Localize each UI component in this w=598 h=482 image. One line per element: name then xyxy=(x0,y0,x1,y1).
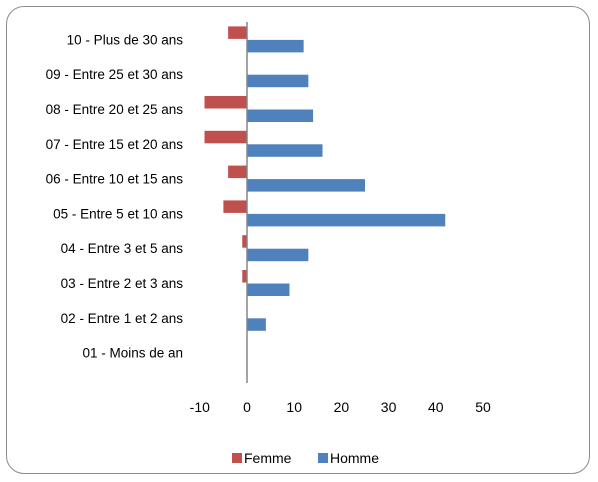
x-tick-labels: -10 0 10 20 30 40 50 xyxy=(190,399,491,415)
bar-homme xyxy=(247,74,309,88)
bar-homme xyxy=(247,179,365,192)
x-tick-label: 0 xyxy=(243,399,251,415)
bar-femme xyxy=(242,235,247,248)
legend-label-homme: Homme xyxy=(330,450,379,466)
category-label: 08 - Entre 20 et 25 ans xyxy=(46,102,184,117)
category-label: 04 - Entre 3 et 5 ans xyxy=(61,241,184,256)
bar-femme xyxy=(204,96,247,109)
bar-femme xyxy=(228,26,247,39)
category-label: 03 - Entre 2 et 3 ans xyxy=(61,276,184,291)
category-labels: 10 - Plus de 30 ans 09 - Entre 25 et 30 a… xyxy=(46,32,184,360)
x-tick-label: -10 xyxy=(190,399,210,415)
bar-homme xyxy=(247,213,446,227)
category-label: 05 - Entre 5 et 10 ans xyxy=(53,206,183,221)
bar-homme xyxy=(247,144,323,157)
legend: Femme Homme xyxy=(232,450,379,466)
legend-swatch-femme xyxy=(232,453,242,463)
bar-homme xyxy=(247,248,309,262)
category-label: 02 - Entre 1 et 2 ans xyxy=(61,311,184,326)
legend-label-femme: Femme xyxy=(244,450,292,466)
bar-homme xyxy=(247,39,304,53)
x-tick-label: 20 xyxy=(334,399,350,415)
category-label: 09 - Entre 25 et 30 ans xyxy=(46,67,184,82)
category-label: 06 - Entre 10 et 15 ans xyxy=(46,172,184,187)
category-label: 07 - Entre 15 et 20 ans xyxy=(46,137,184,152)
bar-femme xyxy=(242,270,247,283)
bar-femme xyxy=(228,165,247,179)
x-tick-label: 30 xyxy=(381,399,397,415)
bar-femme xyxy=(223,200,247,213)
bar-homme xyxy=(247,109,314,122)
bar-homme xyxy=(247,318,266,331)
category-label: 10 - Plus de 30 ans xyxy=(67,32,184,47)
x-tick-label: 10 xyxy=(286,399,302,415)
category-label: 01 - Moins de an xyxy=(82,346,183,361)
x-tick-label: 50 xyxy=(475,399,491,415)
bar-femme xyxy=(204,130,247,144)
x-tick-label: 40 xyxy=(428,399,444,415)
bars xyxy=(204,26,446,331)
legend-swatch-homme xyxy=(318,453,328,463)
bar-homme xyxy=(247,283,290,296)
